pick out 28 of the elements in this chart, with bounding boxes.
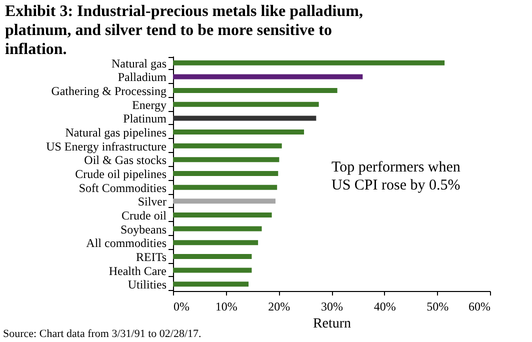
y-tick-label: Crude oil <box>122 208 168 222</box>
chart-title: Exhibit 3: Industrial-precious metals like palladium, platinum, and silver tend to be more sensitive to inflation. <box>5 3 363 58</box>
x-tick-label: 10% <box>215 300 238 314</box>
annotation: Top performers when US CPI rose by 0.5% <box>332 159 461 194</box>
y-tick-label: Natural gas <box>112 56 167 70</box>
y-tick-label: Platinum <box>123 112 168 126</box>
source-note: Source: Chart data from 3/31/91 to 02/28/17. <box>3 328 202 340</box>
y-tick-label: Health Care <box>108 264 166 278</box>
x-tick-label: 0% <box>174 300 190 314</box>
y-tick-label: Palladium <box>118 70 168 84</box>
y-tick-label: Silver <box>138 194 166 209</box>
y-tick-label: All commodities <box>86 236 167 250</box>
y-tick-label: Crude oil pipelines <box>75 167 167 181</box>
y-tick-label: US Energy infrastructure <box>46 139 166 154</box>
x-tick-label: 50% <box>426 300 449 314</box>
y-tick-label: Energy <box>132 98 166 112</box>
x-tick-label: 60% <box>468 300 490 314</box>
y-tick-label: Soft Commodities <box>78 180 167 195</box>
y-tick-label: Natural gas pipelines <box>65 126 167 140</box>
x-tick-label: 30% <box>321 300 343 314</box>
y-tick-label: Soybeans <box>120 222 167 236</box>
x-tick-label: 20% <box>268 300 290 314</box>
y-tick-label: Utilities <box>128 278 167 292</box>
y-tick-label: REITs <box>136 250 167 264</box>
y-tick-label: Gathering & Processing <box>51 84 166 98</box>
x-tick-label: 40% <box>374 300 396 314</box>
y-tick-label: Oil & Gas stocks <box>84 153 167 168</box>
x-axis-title: Return <box>312 316 352 332</box>
